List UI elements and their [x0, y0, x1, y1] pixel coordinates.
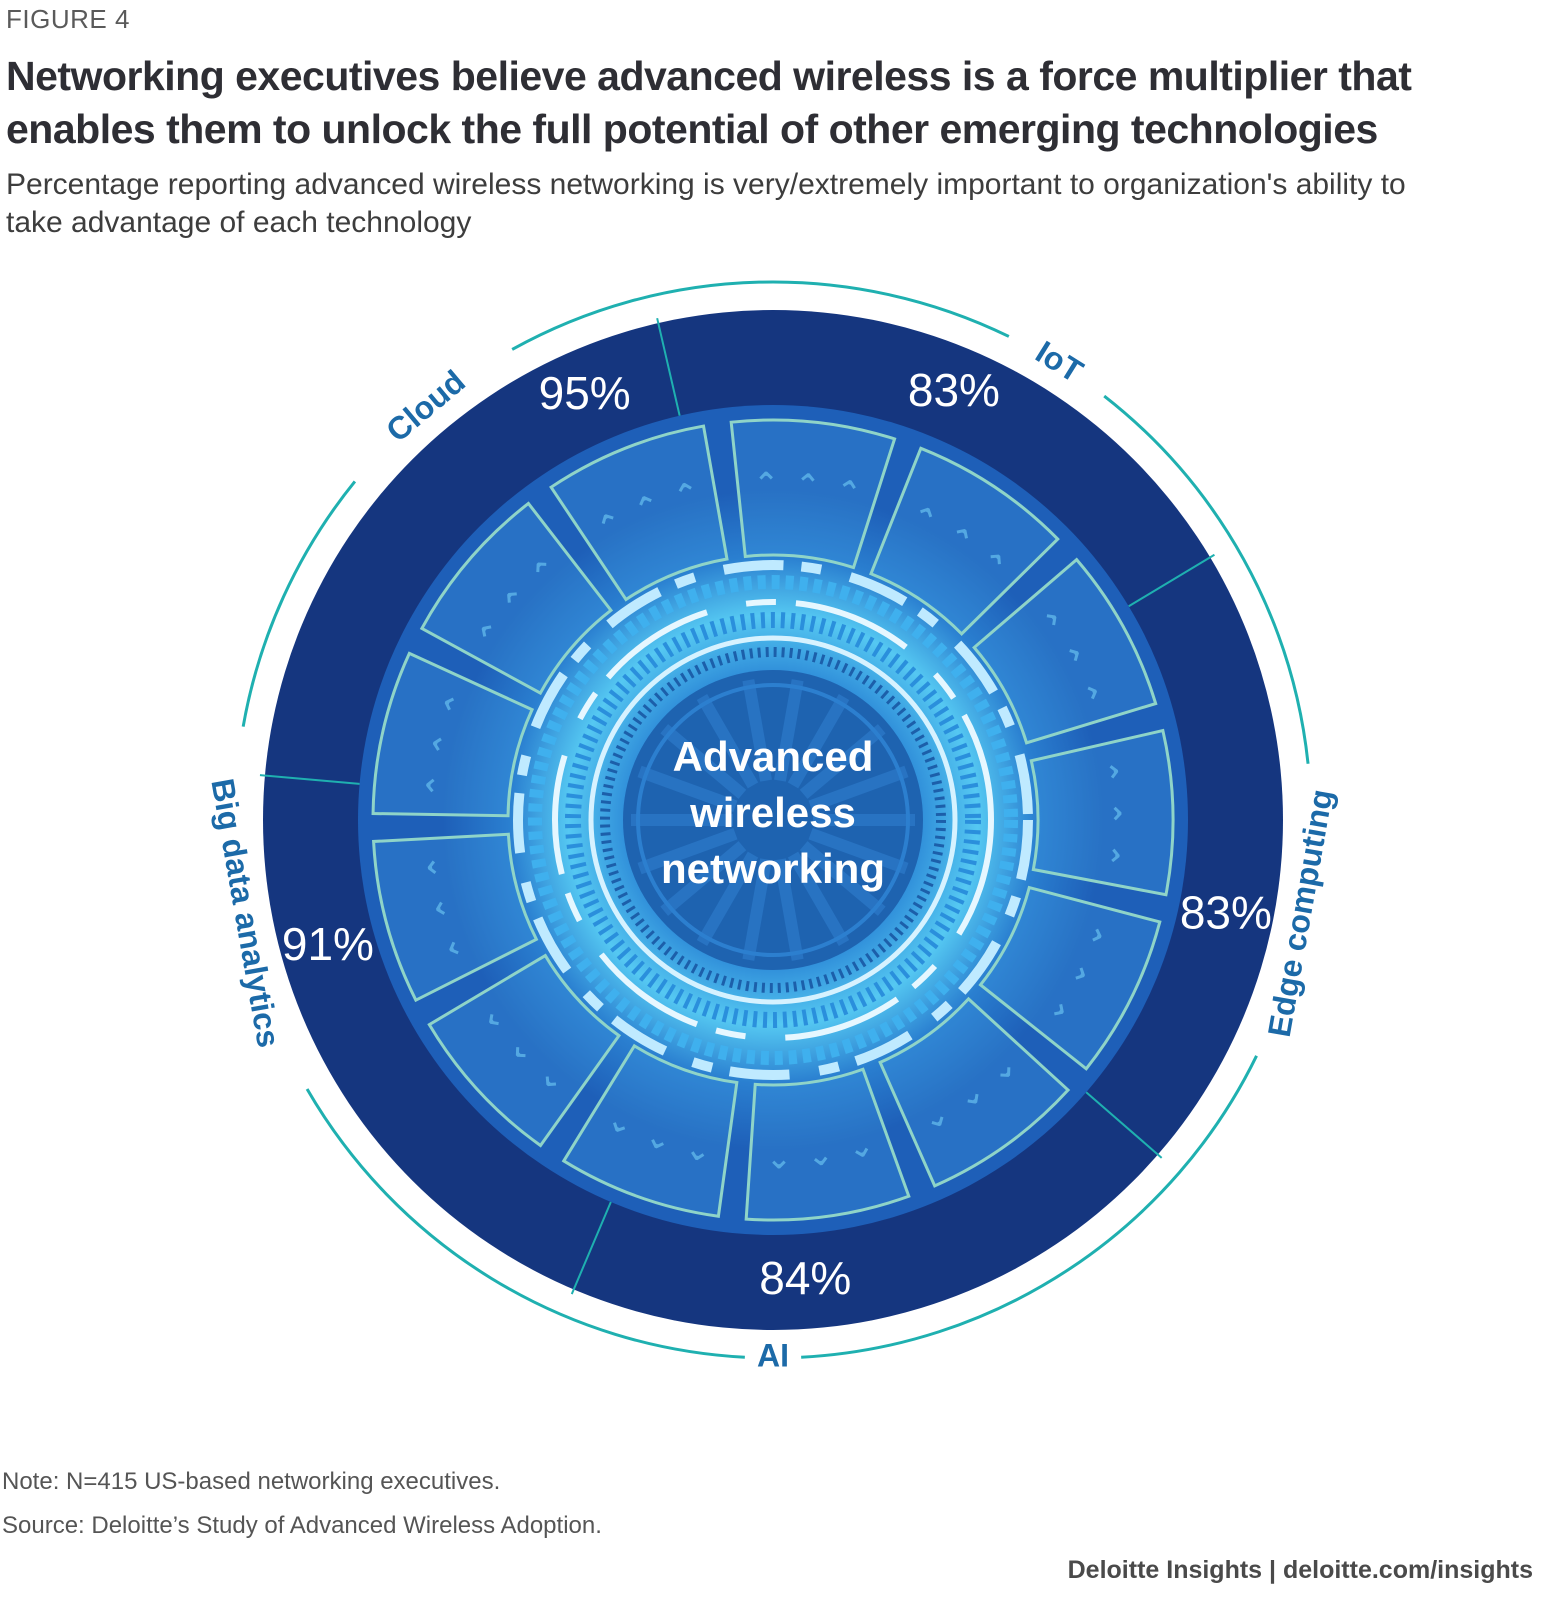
- brand-footer: Deloitte Insights | deloitte.com/insight…: [1067, 1556, 1533, 1584]
- center-spoke: [696, 851, 759, 946]
- center-rim: [636, 683, 910, 957]
- center-spoke: [799, 724, 886, 799]
- chevron-icon: ⌃: [793, 467, 822, 504]
- source-text: Source: Deloitte’s Study of Advanced Wir…: [2, 1512, 602, 1539]
- center-spoke: [774, 679, 804, 782]
- segment-box: [427, 953, 622, 1148]
- category-label: IoT: [1030, 334, 1090, 390]
- segment-box: [729, 418, 897, 570]
- segment-box: [1029, 728, 1175, 897]
- segment-box: [561, 1043, 739, 1218]
- value-label: 91%: [282, 918, 374, 970]
- center-spoke: [742, 858, 772, 961]
- chevron-icon: ⌃: [805, 1134, 835, 1172]
- center-spoke: [787, 694, 850, 789]
- segment-box: [878, 996, 1071, 1188]
- tech-ring: [588, 635, 958, 1005]
- center-spoke: [787, 851, 850, 946]
- value-label: 83%: [1180, 886, 1272, 938]
- center-spoke: [660, 841, 747, 916]
- border-arc: [511, 280, 1010, 351]
- center-label-line: Advanced: [673, 733, 874, 780]
- segment-box: [744, 1067, 911, 1222]
- sector-group: [259, 317, 1215, 1295]
- chevron-icon: ⌃: [753, 466, 779, 501]
- center-spoke: [774, 858, 804, 961]
- center-spoke: [808, 828, 909, 875]
- center-label-line: wireless: [689, 789, 856, 836]
- border-arc: [801, 1055, 1258, 1359]
- segment-box: [978, 885, 1162, 1071]
- tech-ring: [565, 612, 981, 1028]
- segment-box: [371, 832, 539, 1003]
- segment-box: [549, 424, 729, 602]
- segment-box: [419, 501, 614, 696]
- center-spoke: [808, 765, 909, 812]
- sector-divider: [1085, 1091, 1163, 1159]
- chart-title: Networking executives believe advanced w…: [6, 53, 1412, 152]
- chevron-icon: ⌃: [1091, 801, 1126, 827]
- tech-ring: [600, 647, 946, 993]
- chevron-icon: ⌃: [766, 1138, 792, 1173]
- sector-divider: [1128, 553, 1215, 608]
- category-label: AI: [757, 1337, 789, 1373]
- center-spoke: [660, 724, 747, 799]
- border-arc: [1103, 394, 1310, 764]
- radial-chart: ⌃ ⌃ ⌃⌃⌃⌃⌃⌃⌃⌃⌃⌃⌃⌃⌃⌃⌃⌃⌃⌃⌃⌃⌃⌃⌃⌃⌃⌃⌃⌃⌃⌃⌃⌃⌃⌃⌃ ⌃ ⌃ …: [204, 280, 1340, 1373]
- border-arc: [241, 480, 357, 727]
- sector-divider: [656, 317, 681, 416]
- sector-divider: [570, 1201, 612, 1295]
- center-spoke: [799, 841, 886, 916]
- chevron-icon: ⌃: [420, 772, 457, 801]
- value-label: 95%: [539, 367, 631, 419]
- border-arc: [305, 1088, 745, 1359]
- value-label: 84%: [759, 1252, 851, 1304]
- center-spoke: [637, 765, 738, 812]
- chevron-icon: ⌃: [1089, 840, 1126, 869]
- tech-ring: [528, 575, 1018, 1065]
- figure-label: FIGURE 4: [6, 4, 130, 34]
- center-label-line: networking: [661, 845, 885, 892]
- center-disc: [623, 670, 923, 970]
- center-spoke: [696, 694, 759, 789]
- value-label: 83%: [908, 364, 1000, 416]
- chevron-icon: ⌃: [421, 851, 459, 881]
- tech-ring: [552, 599, 994, 1041]
- segment-box: [972, 557, 1158, 745]
- center-spoke: [742, 679, 772, 782]
- segment-box: [869, 446, 1060, 637]
- chevron-icon: ⌃: [1087, 758, 1125, 788]
- center-spoke: [637, 828, 738, 875]
- sector-divider: [259, 774, 360, 785]
- chart-subtitle: Percentage reporting advanced wireless n…: [6, 168, 1406, 239]
- note-text: Note: N=415 US-based networking executiv…: [2, 1468, 501, 1495]
- segment-box: [371, 651, 535, 818]
- tech-ring: [513, 560, 1033, 1080]
- decoration-group: ⌃ ⌃ ⌃⌃⌃⌃⌃⌃⌃⌃⌃⌃⌃⌃⌃⌃⌃⌃⌃⌃⌃⌃⌃⌃⌃⌃⌃⌃⌃⌃⌃⌃⌃⌃⌃⌃⌃ ⌃ ⌃: [371, 418, 1175, 1222]
